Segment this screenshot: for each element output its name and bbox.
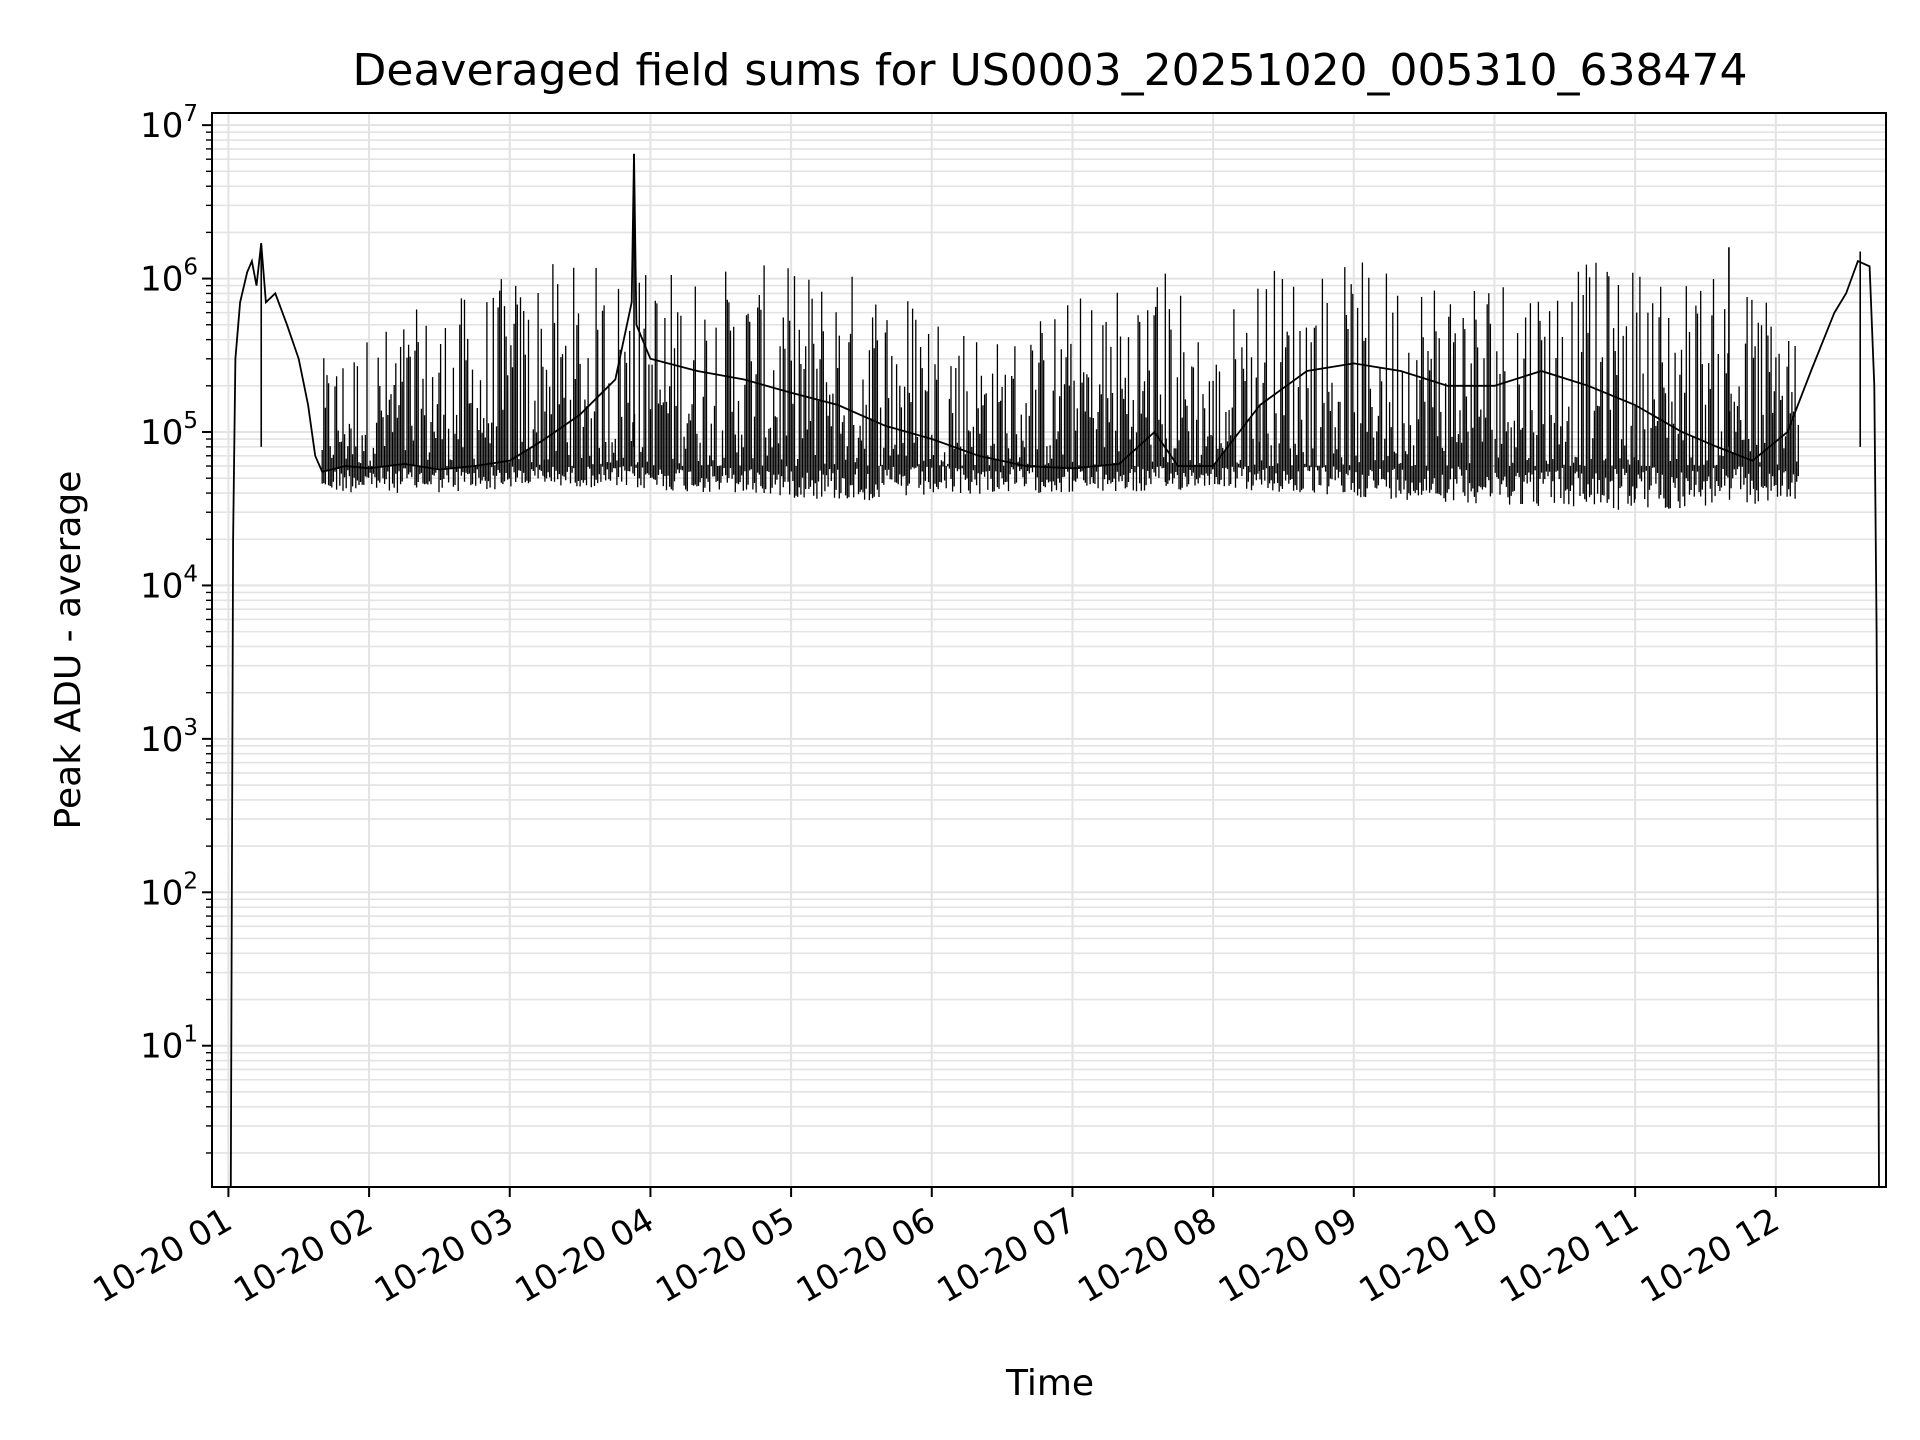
y-tick-exponent: 1 (183, 1022, 198, 1048)
series-fluctuation (544, 264, 861, 499)
series-fluctuation (1165, 295, 1214, 490)
series-fluctuation (1259, 262, 1636, 510)
series-fluctuation (860, 301, 1002, 501)
y-tick-exponent: 5 (183, 408, 198, 434)
y-tick-exponent: 3 (183, 715, 198, 741)
y-tick-exponent: 6 (183, 255, 198, 281)
y-axis-label: Peak ADU - average (48, 471, 89, 830)
series-line (229, 153, 1880, 1188)
y-tick-exponent: 2 (183, 868, 198, 894)
chart-title: Deaveraged field sums for US0003_2025102… (353, 45, 1748, 96)
series-fluctuation (462, 279, 546, 490)
y-tick-exponent: 4 (183, 561, 198, 587)
series-fluctuation (321, 298, 463, 493)
x-axis-label: Time (1005, 1363, 1094, 1404)
data-series (229, 153, 1880, 1188)
plot-frame (211, 112, 1887, 1188)
y-tick-exponent: 7 (183, 101, 198, 127)
